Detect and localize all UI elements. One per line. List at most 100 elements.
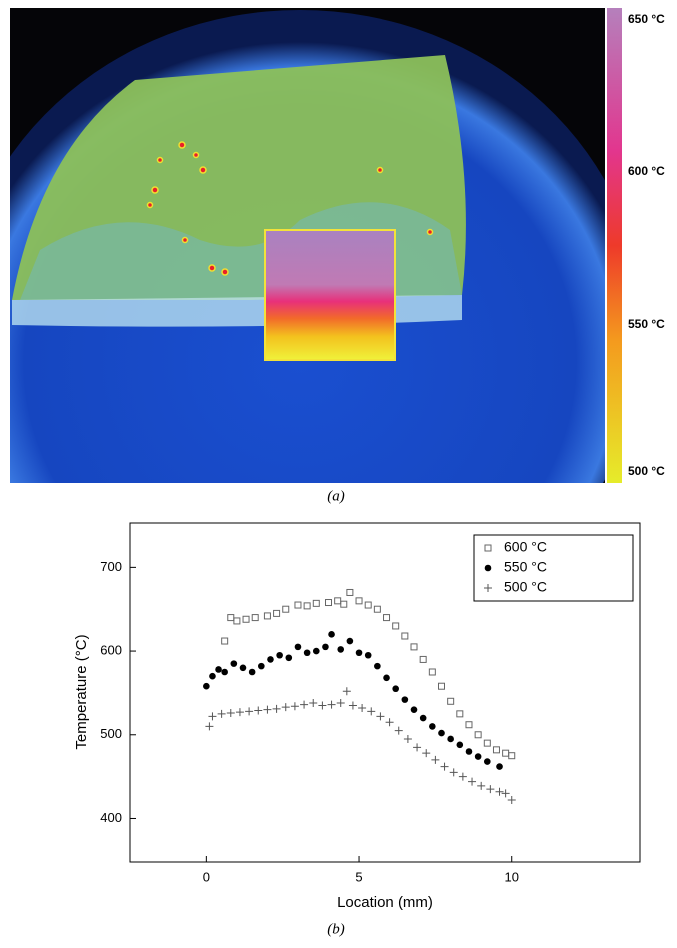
marker-circle bbox=[276, 651, 283, 659]
thermal-image bbox=[10, 8, 605, 483]
marker-circle bbox=[484, 564, 492, 572]
caption-a: (a) bbox=[327, 488, 345, 504]
marker-circle bbox=[355, 649, 363, 657]
marker-square bbox=[273, 609, 281, 617]
marker-circle bbox=[456, 741, 464, 749]
marker-plus bbox=[468, 777, 477, 786]
marker-circle bbox=[364, 651, 372, 659]
marker-square bbox=[294, 601, 302, 609]
marker-circle bbox=[419, 714, 427, 722]
marker-square bbox=[392, 622, 400, 630]
marker-plus bbox=[507, 796, 516, 805]
marker-plus bbox=[358, 703, 367, 712]
x-tick-label: 0 bbox=[203, 869, 210, 884]
marker-square bbox=[221, 637, 229, 645]
marker-square bbox=[447, 697, 455, 705]
marker-circle bbox=[337, 646, 345, 653]
marker-circle bbox=[392, 685, 399, 693]
marker-plus bbox=[281, 703, 290, 712]
marker-plus bbox=[440, 762, 449, 771]
marker-circle bbox=[429, 723, 436, 730]
marker-plus bbox=[327, 700, 336, 709]
marker-circle bbox=[328, 631, 335, 638]
marker-plus bbox=[495, 787, 504, 796]
x-tick-label: 5 bbox=[355, 869, 362, 884]
marker-circle bbox=[294, 643, 302, 651]
marker-plus bbox=[235, 708, 244, 717]
legend-box bbox=[473, 534, 634, 602]
marker-square bbox=[483, 739, 491, 747]
marker-plus bbox=[290, 702, 299, 711]
marker-square bbox=[410, 643, 418, 651]
colorbar-label: 650 °C bbox=[628, 12, 665, 26]
marker-square bbox=[312, 599, 320, 607]
marker-plus bbox=[205, 722, 214, 731]
marker-circle bbox=[374, 662, 381, 670]
marker-plus bbox=[458, 772, 467, 781]
marker-circle bbox=[438, 729, 445, 737]
caption-b: (b) bbox=[327, 921, 345, 937]
marker-plus bbox=[484, 584, 492, 592]
marker-circle bbox=[215, 666, 222, 673]
marker-square bbox=[251, 614, 259, 622]
marker-circle bbox=[496, 763, 503, 770]
marker-square bbox=[465, 721, 473, 729]
marker-plus bbox=[217, 709, 226, 718]
marker-circle bbox=[221, 668, 228, 676]
marker-square bbox=[401, 632, 409, 640]
marker-square bbox=[428, 668, 436, 676]
colorbar bbox=[607, 8, 622, 483]
marker-square bbox=[373, 605, 381, 613]
marker-circle bbox=[322, 643, 329, 651]
marker-square bbox=[303, 602, 311, 610]
marker-square bbox=[474, 731, 482, 739]
marker-circle bbox=[383, 674, 390, 682]
marker-square bbox=[508, 752, 516, 760]
marker-circle bbox=[346, 637, 354, 645]
marker-plus bbox=[318, 701, 327, 710]
marker-square bbox=[334, 597, 342, 605]
marker-plus bbox=[431, 755, 440, 764]
y-tick-label: 500 bbox=[100, 726, 122, 741]
marker-square bbox=[456, 710, 464, 718]
marker-circle bbox=[258, 662, 265, 670]
marker-square bbox=[502, 749, 510, 757]
y-axis-label: Temperature (°C) bbox=[73, 634, 90, 749]
marker-square bbox=[364, 601, 372, 609]
marker-plus bbox=[208, 712, 217, 721]
marker-circle bbox=[285, 654, 293, 662]
marker-circle bbox=[484, 758, 491, 765]
legend-label: 550 °C bbox=[504, 559, 547, 575]
x-axis-label: Location (mm) bbox=[337, 894, 433, 911]
marker-plus bbox=[413, 743, 422, 752]
marker-circle bbox=[248, 668, 256, 676]
marker-circle bbox=[465, 748, 473, 755]
marker-plus bbox=[263, 705, 272, 714]
marker-circle bbox=[203, 682, 210, 690]
marker-square bbox=[346, 588, 354, 596]
marker-square bbox=[282, 605, 290, 613]
x-tick-label: 10 bbox=[505, 869, 519, 884]
marker-plus bbox=[486, 785, 495, 794]
marker-plus bbox=[342, 687, 351, 696]
marker-plus bbox=[254, 706, 263, 715]
marker-plus bbox=[501, 789, 510, 798]
marker-plus bbox=[309, 698, 318, 707]
marker-square bbox=[325, 599, 333, 607]
marker-square bbox=[227, 614, 235, 622]
marker-square bbox=[242, 615, 250, 623]
marker-plus bbox=[394, 726, 403, 735]
marker-circle bbox=[447, 735, 454, 743]
plot-frame bbox=[129, 522, 641, 863]
marker-plus bbox=[367, 707, 376, 716]
marker-square bbox=[492, 746, 500, 754]
marker-square bbox=[383, 614, 391, 622]
marker-plus bbox=[477, 781, 486, 790]
marker-plus bbox=[272, 704, 281, 713]
marker-plus bbox=[376, 712, 385, 721]
marker-circle bbox=[230, 660, 238, 667]
colorbar-label: 500 °C bbox=[628, 464, 665, 478]
legend-label: 600 °C bbox=[504, 539, 547, 555]
marker-circle bbox=[209, 672, 216, 680]
